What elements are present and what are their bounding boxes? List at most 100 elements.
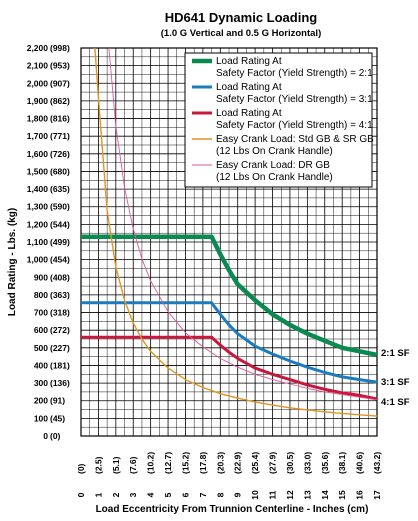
x-tick-sublabel: (0)	[76, 463, 86, 474]
legend-entry-text: Safety Factor (Yield Strength) = 2:1	[216, 68, 373, 79]
y-tick-label: 300	[34, 378, 48, 388]
series-end-label: 4:1 SF	[381, 397, 410, 408]
x-tick-label: 4	[146, 492, 156, 497]
x-tick-label: 17	[372, 490, 382, 500]
y-tick-sublabel: (907)	[50, 78, 70, 88]
y-tick-label: 1,600	[27, 149, 49, 159]
series-line-2	[81, 301, 377, 384]
y-tick-sublabel: (862)	[50, 96, 70, 106]
y-tick-label: 700	[34, 308, 48, 318]
y-tick-label: 1,400	[27, 184, 49, 194]
y-tick-label: 600	[34, 325, 48, 335]
x-tick-sublabel: (38.1)	[337, 452, 347, 474]
x-tick-label: 0	[76, 492, 86, 497]
y-tick-label: 0	[43, 431, 48, 441]
y-tick-label: 200	[34, 396, 48, 406]
x-tick-sublabel: (35.6)	[320, 452, 330, 474]
x-tick-label: 5	[163, 492, 173, 497]
x-tick-label: 7	[198, 492, 208, 497]
y-tick-sublabel: (181)	[50, 360, 70, 370]
y-tick-sublabel: (635)	[50, 184, 70, 194]
y-axis-label: Load Rating - Lbs. (kg)	[7, 208, 18, 316]
y-tick-label: 2,200	[27, 43, 49, 53]
y-tick-sublabel: (726)	[50, 149, 70, 159]
x-tick-sublabel: (5.1)	[111, 456, 121, 474]
y-tick-label: 1,700	[27, 131, 49, 141]
y-tick-label: 900	[34, 272, 48, 282]
x-tick-sublabel: (7.6)	[128, 456, 138, 474]
x-tick-label: 2	[111, 492, 121, 497]
series-end-label: 2:1 SF	[381, 348, 410, 359]
legend-entry-text: Easy Crank Load: Std GB & SR GB	[216, 134, 374, 145]
legend-box	[184, 52, 373, 188]
y-tick-sublabel: (998)	[50, 43, 70, 53]
x-tick-label: 11	[268, 490, 278, 499]
x-tick-label: 15	[337, 490, 347, 500]
y-tick-sublabel: (0)	[50, 431, 61, 441]
x-axis-ticks: 0 (0) 1 (2.5) 2 (5.1) 3 (7.6) 4 (10.2) 5 (12.7) 6 (15…	[76, 452, 382, 500]
y-tick-sublabel: (953)	[50, 61, 70, 71]
x-tick-label: 16	[355, 490, 365, 500]
y-tick-sublabel: (318)	[50, 308, 70, 318]
series-line-5	[108, 48, 377, 401]
x-tick-label: 9	[233, 492, 243, 497]
chart-title: HD641 Dynamic Loading	[165, 10, 317, 25]
y-axis-ticks: 0 (0)100 (45)200 (91)300 (136)400 (181)500 (22…	[27, 43, 70, 441]
x-tick-sublabel: (27.9)	[268, 452, 278, 474]
legend-entry-text: Easy Crank Load: DR GB	[216, 160, 330, 171]
series-line-1	[81, 234, 377, 358]
y-tick-sublabel: (408)	[50, 272, 70, 282]
series-line-3	[81, 335, 377, 401]
legend-entry-text: Load Rating At	[216, 108, 282, 119]
y-tick-sublabel: (45)	[50, 413, 65, 423]
y-tick-sublabel: (680)	[50, 166, 70, 176]
series-line-4	[94, 48, 377, 417]
y-tick-label: 1,500	[27, 166, 49, 176]
series-end-labels: 2:1 SF 3:1 SF 4:1 SF	[381, 348, 410, 408]
x-tick-label: 12	[285, 490, 295, 500]
legend-entry-text: Load Rating At	[216, 82, 282, 93]
y-tick-label: 2,000	[27, 78, 49, 88]
y-tick-label: 1,200	[27, 219, 49, 229]
x-tick-sublabel: (12.7)	[163, 452, 173, 474]
x-tick-label: 10	[250, 490, 260, 500]
legend-entry-text: Safety Factor (Yield Strength) = 4:1	[216, 120, 373, 131]
x-tick-label: 1	[93, 492, 103, 497]
y-tick-sublabel: (816)	[50, 114, 70, 124]
y-tick-sublabel: (136)	[50, 378, 70, 388]
x-tick-sublabel: (33.0)	[302, 452, 312, 474]
x-tick-sublabel: (20.3)	[215, 452, 225, 474]
y-tick-label: 2,100	[27, 61, 49, 71]
x-tick-sublabel: (40.6)	[355, 452, 365, 474]
legend-entry-text: Load Rating At	[216, 56, 282, 67]
x-tick-sublabel: (25.4)	[250, 452, 260, 474]
y-tick-label: 1,100	[27, 237, 49, 247]
y-tick-label: 1,900	[27, 96, 49, 106]
y-tick-sublabel: (272)	[50, 325, 70, 335]
legend-entry-text: (12 Lbs On Crank Handle)	[216, 146, 333, 157]
x-tick-sublabel: (2.5)	[93, 456, 103, 474]
x-tick-sublabel: (17.8)	[198, 452, 208, 474]
y-tick-sublabel: (771)	[50, 131, 70, 141]
x-tick-sublabel: (10.2)	[146, 452, 156, 474]
x-tick-label: 14	[320, 490, 330, 500]
y-tick-label: 1,800	[27, 114, 49, 124]
x-tick-label: 8	[215, 492, 225, 497]
y-tick-sublabel: (544)	[50, 219, 70, 229]
series-end-label: 3:1 SF	[381, 377, 410, 388]
legend-entry-text: Safety Factor (Yield Strength) = 3:1	[216, 94, 373, 105]
y-tick-label: 1,000	[27, 255, 49, 265]
y-tick-sublabel: (91)	[50, 396, 65, 406]
y-tick-label: 400	[34, 360, 48, 370]
y-tick-sublabel: (363)	[50, 290, 70, 300]
y-tick-sublabel: (590)	[50, 202, 70, 212]
y-tick-label: 500	[34, 343, 48, 353]
x-tick-sublabel: (30.5)	[285, 452, 295, 474]
x-tick-sublabel: (43.2)	[372, 452, 382, 474]
x-tick-sublabel: (22.9)	[233, 452, 243, 474]
x-tick-label: 6	[180, 492, 190, 497]
x-tick-label: 13	[302, 490, 312, 500]
series-lines	[81, 48, 377, 417]
